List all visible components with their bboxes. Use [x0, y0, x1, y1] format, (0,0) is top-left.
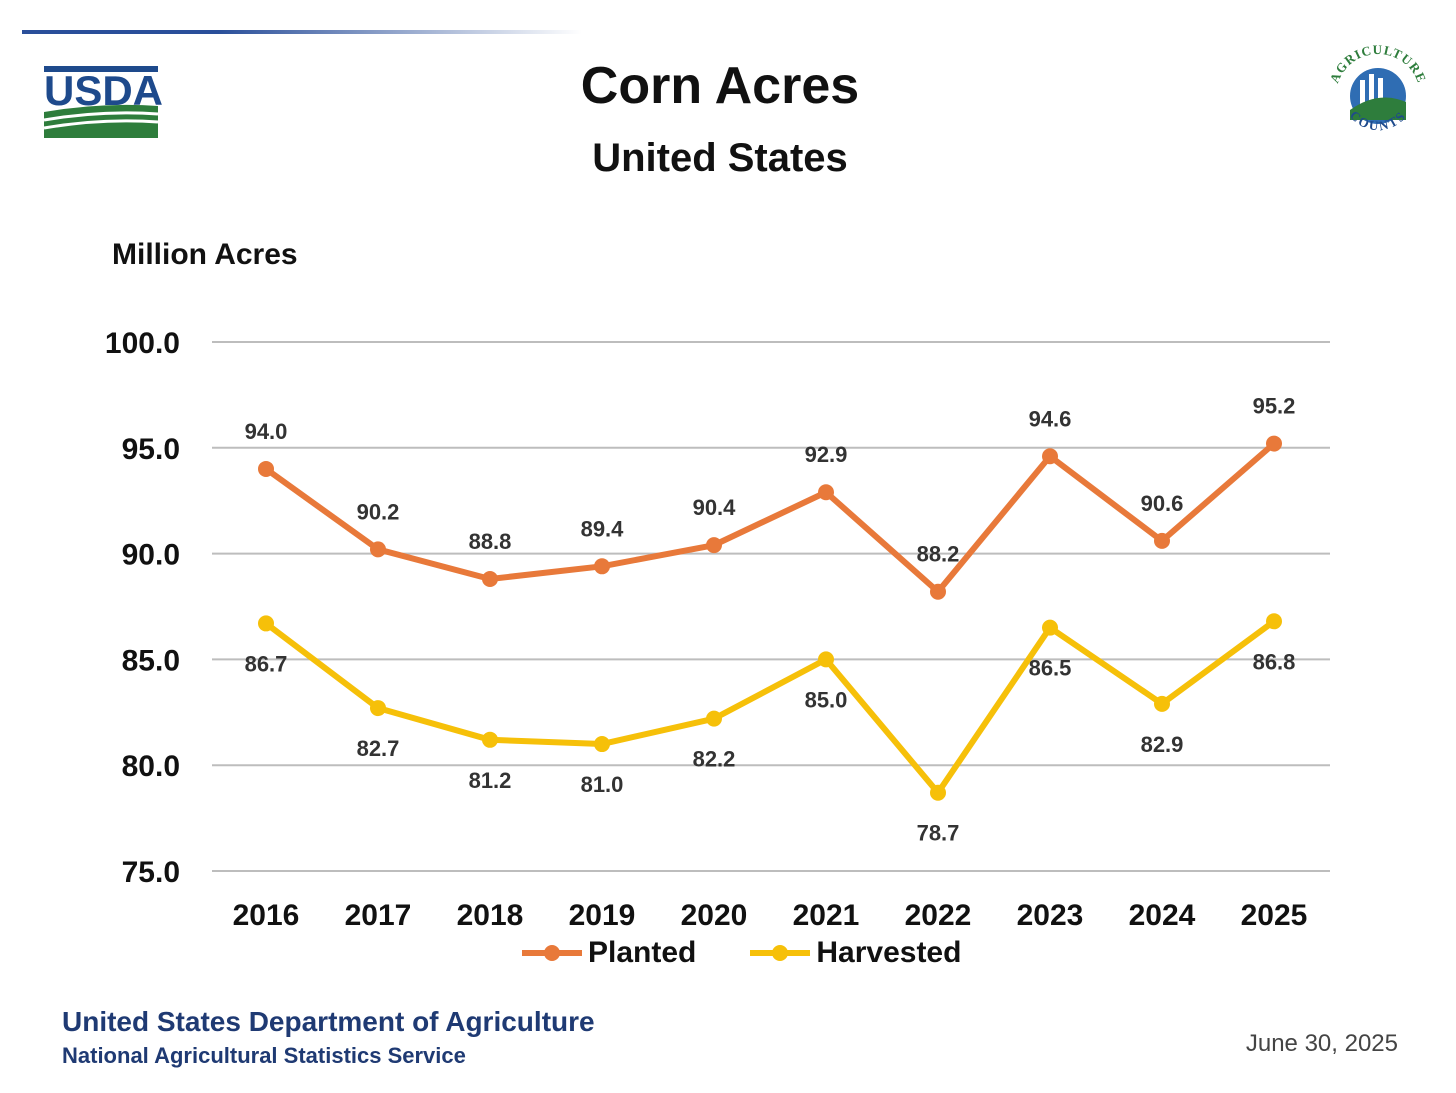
y-tick-label: 85.0 — [122, 644, 180, 677]
x-tick-label: 2025 — [1241, 899, 1308, 932]
data-point — [1154, 532, 1170, 549]
usda-logo-graphic: USDA — [43, 66, 163, 138]
x-tick-label: 2023 — [1017, 899, 1084, 932]
data-label: 90.4 — [693, 495, 737, 520]
data-point — [1266, 613, 1282, 630]
data-label: 82.7 — [357, 736, 400, 761]
legend-label-harvested: Harvested — [816, 936, 962, 969]
footer-agency: United States Department of Agriculture — [62, 1006, 595, 1037]
data-label: 88.8 — [469, 529, 512, 554]
data-label: 81.2 — [469, 768, 512, 793]
data-label: 90.2 — [357, 499, 400, 524]
series-line-harvested — [263, 618, 1277, 796]
agriculture-counts-logo: AGRICULTURE COUNTS — [1322, 40, 1434, 157]
data-label: 85.0 — [805, 687, 848, 712]
y-tick-label: 100.0 — [105, 327, 180, 360]
x-tick-label: 2016 — [233, 899, 300, 932]
data-point — [370, 700, 386, 717]
data-point — [818, 651, 834, 668]
data-point — [594, 736, 610, 753]
data-label: 81.0 — [581, 772, 624, 797]
data-label: 82.9 — [1141, 732, 1184, 757]
chart-subtitle: United States — [592, 136, 848, 180]
data-label: 88.2 — [917, 542, 960, 567]
x-tick-label: 2024 — [1129, 899, 1196, 932]
data-label: 94.0 — [245, 419, 288, 444]
data-point — [706, 537, 722, 554]
data-label: 86.7 — [245, 651, 288, 676]
x-tick-label: 2022 — [905, 899, 972, 932]
data-point — [1266, 435, 1282, 452]
data-point — [930, 784, 946, 801]
data-point — [258, 460, 274, 477]
data-point — [370, 541, 386, 558]
footer-service: National Agricultural Statistics Service — [62, 1043, 466, 1068]
x-tick-label: 2018 — [457, 899, 524, 932]
data-point — [930, 583, 946, 600]
y-tick-label: 90.0 — [122, 539, 180, 572]
legend-swatch-harvested — [750, 945, 811, 961]
data-label: 90.6 — [1141, 491, 1184, 516]
x-tick-label: 2020 — [681, 899, 748, 932]
data-point — [594, 558, 610, 575]
data-label: 94.6 — [1029, 406, 1072, 431]
chart-legend: Planted Harvested — [520, 936, 961, 970]
data-label: 82.2 — [693, 747, 736, 772]
legend-item-planted: Planted — [520, 936, 696, 970]
x-tick-label: 2019 — [569, 899, 636, 932]
legend-item-harvested: Harvested — [748, 936, 961, 970]
data-label: 86.8 — [1253, 649, 1296, 674]
chart-title: Corn Acres — [580, 57, 860, 115]
y-tick-label: 95.0 — [122, 433, 180, 466]
data-label: 92.9 — [805, 442, 848, 467]
legend-label-planted: Planted — [588, 936, 697, 969]
data-label: 78.7 — [917, 821, 960, 846]
legend-swatch-planted — [522, 945, 582, 961]
agriculture-counts-emblem: AGRICULTURE COUNTS — [1326, 42, 1428, 134]
data-point — [258, 615, 274, 632]
data-label: 86.5 — [1029, 656, 1072, 681]
x-tick-label: 2021 — [793, 899, 860, 932]
data-label: 89.4 — [581, 516, 625, 541]
y-tick-label: 80.0 — [122, 750, 180, 783]
data-point — [482, 731, 498, 748]
x-tick-label: 2017 — [345, 899, 412, 932]
data-point — [1042, 448, 1058, 465]
data-point — [1154, 695, 1170, 712]
y-axis-title: Million Acres — [112, 238, 298, 271]
footer-date: June 30, 2025 — [1245, 1030, 1398, 1057]
data-point — [482, 570, 498, 587]
series-line-planted — [263, 440, 1277, 595]
y-tick-label: 75.0 — [122, 856, 180, 889]
data-point — [1042, 619, 1058, 636]
data-point — [818, 484, 834, 501]
header-stripe — [22, 30, 582, 34]
data-point — [706, 710, 722, 727]
usda-logo: USDA — [22, 30, 172, 145]
data-label: 95.2 — [1253, 394, 1296, 419]
